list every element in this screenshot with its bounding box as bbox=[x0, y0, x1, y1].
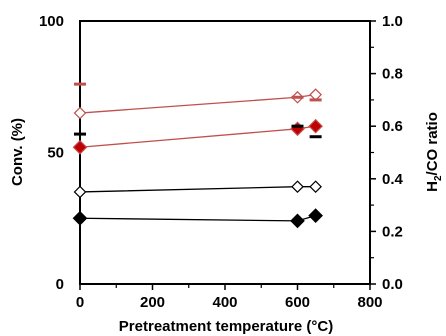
y-right-tick-label: 0.4 bbox=[382, 171, 404, 188]
data-point-filled-diamond bbox=[308, 208, 323, 223]
data-point-dash bbox=[309, 98, 322, 102]
x-tick-label: 200 bbox=[140, 294, 165, 311]
data-point-filled-diamond bbox=[72, 210, 88, 226]
data-point-dash bbox=[291, 95, 304, 99]
y-left-axis-title: Conv. (%) bbox=[9, 118, 26, 186]
y-right-tick-label: 1.0 bbox=[382, 13, 403, 30]
data-point-dash bbox=[74, 132, 86, 136]
data-point-open-diamond bbox=[291, 180, 304, 194]
data-point-dash bbox=[74, 82, 86, 86]
y-right-axis-ticks: 0.0 0.2 0.4 0.6 0.8 1.0 bbox=[370, 13, 404, 293]
data-point-open-diamond bbox=[73, 106, 87, 120]
y-right-tick-label: 0.0 bbox=[382, 276, 403, 293]
data-point-dash bbox=[291, 124, 304, 128]
data-point-filled-diamond bbox=[72, 139, 88, 155]
y-left-tick-label: 0 bbox=[56, 276, 64, 293]
y-right-tick-label: 0.8 bbox=[382, 66, 403, 83]
y-right-title-part-2: /CO ratio bbox=[424, 112, 441, 175]
series-layer bbox=[72, 82, 323, 229]
y-right-title-part-1: H bbox=[424, 181, 441, 192]
x-tick-label: 800 bbox=[357, 294, 382, 311]
data-point-filled-diamond bbox=[290, 213, 305, 229]
plot-frame bbox=[79, 20, 371, 285]
data-point-filled-diamond bbox=[308, 118, 323, 134]
data-point-dash bbox=[309, 135, 322, 139]
y-left-axis-ticks: 0 50 100 bbox=[39, 13, 64, 293]
x-axis-title: Pretreatment temperature (°C) bbox=[119, 318, 333, 335]
data-point-open-diamond bbox=[73, 185, 87, 199]
y-right-tick-label: 0.2 bbox=[382, 223, 403, 240]
y-right-title-subscript: 2 bbox=[433, 175, 444, 181]
y-left-tick-label: 100 bbox=[39, 13, 64, 30]
x-tick-label: 0 bbox=[76, 294, 84, 311]
y-right-tick-label: 0.6 bbox=[382, 118, 403, 135]
data-point-open-diamond bbox=[309, 180, 322, 194]
y-right-axis-title: H2/CO ratio bbox=[424, 112, 444, 192]
x-tick-label: 600 bbox=[285, 294, 310, 311]
y-left-tick-label: 50 bbox=[47, 145, 64, 162]
x-axis-ticks: 0 200 400 600 800 bbox=[76, 284, 383, 311]
x-tick-label: 400 bbox=[212, 294, 237, 311]
